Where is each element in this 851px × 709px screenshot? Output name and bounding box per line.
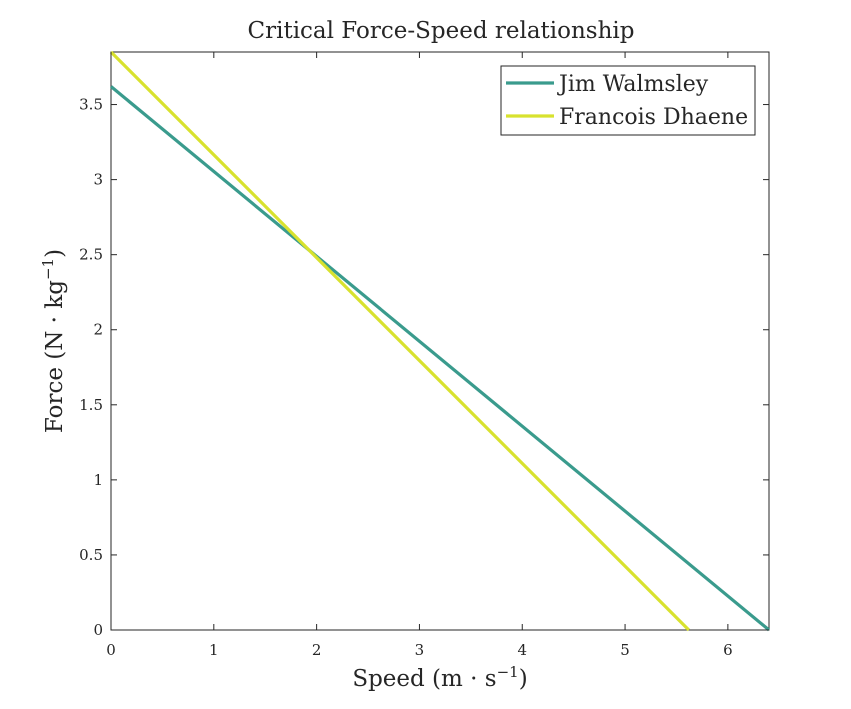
x-tick-label: 3: [415, 641, 425, 659]
x-tick-label: 0: [106, 641, 116, 659]
x-ticks: 0 1 2 3 4 5 6: [106, 52, 733, 659]
legend-items: Jim Walmsley Francois Dhaene: [506, 72, 748, 130]
x-tick-label: 2: [312, 641, 322, 659]
x-tick-label: 6: [723, 641, 733, 659]
x-tick-label: 4: [517, 641, 527, 659]
x-axis-label-superscript: −1: [497, 663, 519, 681]
y-tick-label: 2.5: [79, 246, 103, 264]
y-tick-label: 2: [93, 321, 103, 339]
axes-box: [110, 51, 770, 631]
plot-area: 0 1 2 3 4 5 6 0 0.5 1 1.5 2 2.5 3 3.5: [79, 50, 771, 659]
series-line-1: [109, 85, 771, 632]
x-tick-label: 5: [620, 641, 630, 659]
legend-box: [500, 65, 756, 136]
legend-label-1: Jim Walmsley: [557, 72, 709, 97]
y-ticks: 0 0.5 1 1.5 2 2.5 3 3.5: [79, 96, 769, 639]
x-axis-label-main: Speed (m · s: [352, 666, 496, 692]
legend-label-2: Francois Dhaene: [559, 105, 748, 130]
y-axis-label: Force (N · kg−1): [39, 249, 68, 433]
series-layer: [109, 50, 771, 632]
y-axis-label-main: Force (N · kg: [42, 280, 68, 433]
y-tick-label: 3: [93, 171, 103, 189]
x-tick-label: 1: [209, 641, 219, 659]
y-tick-label: 3.5: [79, 96, 103, 114]
x-axis-label-close: ): [519, 666, 528, 692]
y-tick-label: 0.5: [79, 546, 103, 564]
y-axis-label-close: ): [42, 249, 68, 258]
legend: Jim Walmsley Francois Dhaene: [500, 65, 756, 136]
y-tick-label: 0: [93, 621, 103, 639]
chart-title: Critical Force-Speed relationship: [248, 18, 635, 44]
x-axis-label: Speed (m · s−1): [352, 663, 527, 692]
y-axis-label-superscript: −1: [39, 258, 57, 280]
series-line-2: [109, 50, 690, 632]
y-tick-label: 1.5: [79, 396, 103, 414]
y-tick-label: 1: [93, 471, 103, 489]
